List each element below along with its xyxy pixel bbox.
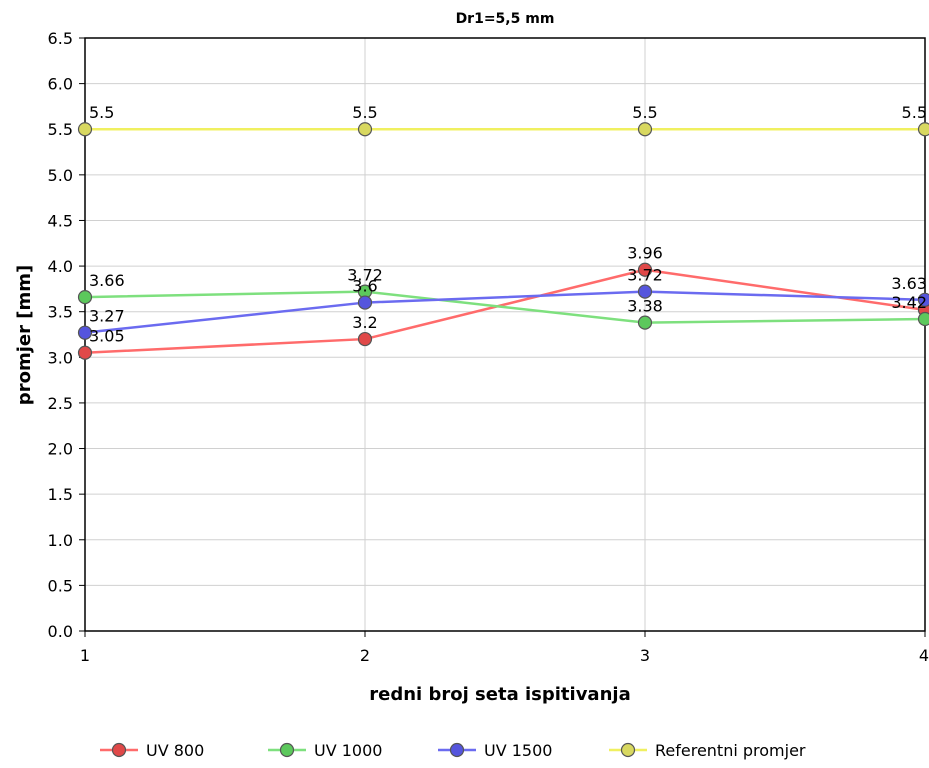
y-tick-label: 4.0: [48, 257, 73, 276]
data-point: [919, 312, 929, 325]
data-point: [639, 316, 652, 329]
legend-marker: [451, 744, 464, 757]
x-tick-label: 2: [360, 646, 370, 665]
data-point: [79, 346, 92, 359]
data-label: 3.66: [89, 271, 125, 290]
data-point: [359, 333, 372, 346]
data-label: 3.63: [891, 274, 927, 293]
x-tick-label: 1: [80, 646, 90, 665]
x-tick-label: 3: [640, 646, 650, 665]
y-tick-label: 1.5: [48, 485, 73, 504]
data-label: 5.5: [902, 103, 927, 122]
data-label: 5.5: [89, 103, 114, 122]
y-axis-label: promjer [mm]: [14, 265, 35, 405]
data-label: 3.05: [89, 327, 125, 346]
legend-marker: [622, 744, 635, 757]
data-point: [79, 291, 92, 304]
chart-title: Dr1=5,5 mm: [456, 11, 555, 27]
y-tick-label: 0.0: [48, 622, 73, 641]
data-label: 3.38: [627, 297, 663, 316]
legend-label: UV 800: [146, 741, 204, 760]
data-point: [359, 123, 372, 136]
y-tick-label: 6.5: [48, 29, 73, 48]
x-tick-label: 4: [919, 646, 929, 665]
data-point: [919, 123, 929, 136]
data-label: 5.5: [632, 103, 657, 122]
data-point: [639, 123, 652, 136]
data-label: 3.42: [891, 293, 927, 312]
y-tick-label: 1.0: [48, 531, 73, 550]
y-tick-label: 4.5: [48, 211, 73, 230]
legend-marker: [281, 744, 294, 757]
legend-label: UV 1000: [314, 741, 382, 760]
y-tick-label: 2.5: [48, 394, 73, 413]
x-axis-label: redni broj seta ispitivanja: [369, 684, 630, 705]
data-label: 5.5: [352, 103, 377, 122]
data-label: 3.27: [89, 307, 125, 326]
data-label: 3.72: [627, 266, 663, 285]
legend-label: Referentni promjer: [655, 741, 806, 760]
y-tick-label: 5.5: [48, 120, 73, 139]
y-tick-label: 0.5: [48, 576, 73, 595]
y-tick-label: 6.0: [48, 75, 73, 94]
legend-label: UV 1500: [484, 741, 552, 760]
data-point: [359, 296, 372, 309]
y-tick-label: 3.5: [48, 303, 73, 322]
data-point: [79, 123, 92, 136]
data-label: 3.96: [627, 244, 663, 263]
data-label: 3.2: [352, 313, 377, 332]
y-tick-label: 5.0: [48, 166, 73, 185]
data-label: 3.6: [352, 277, 377, 296]
legend-marker: [113, 744, 126, 757]
y-tick-label: 3.0: [48, 348, 73, 367]
y-tick-label: 2.0: [48, 440, 73, 459]
